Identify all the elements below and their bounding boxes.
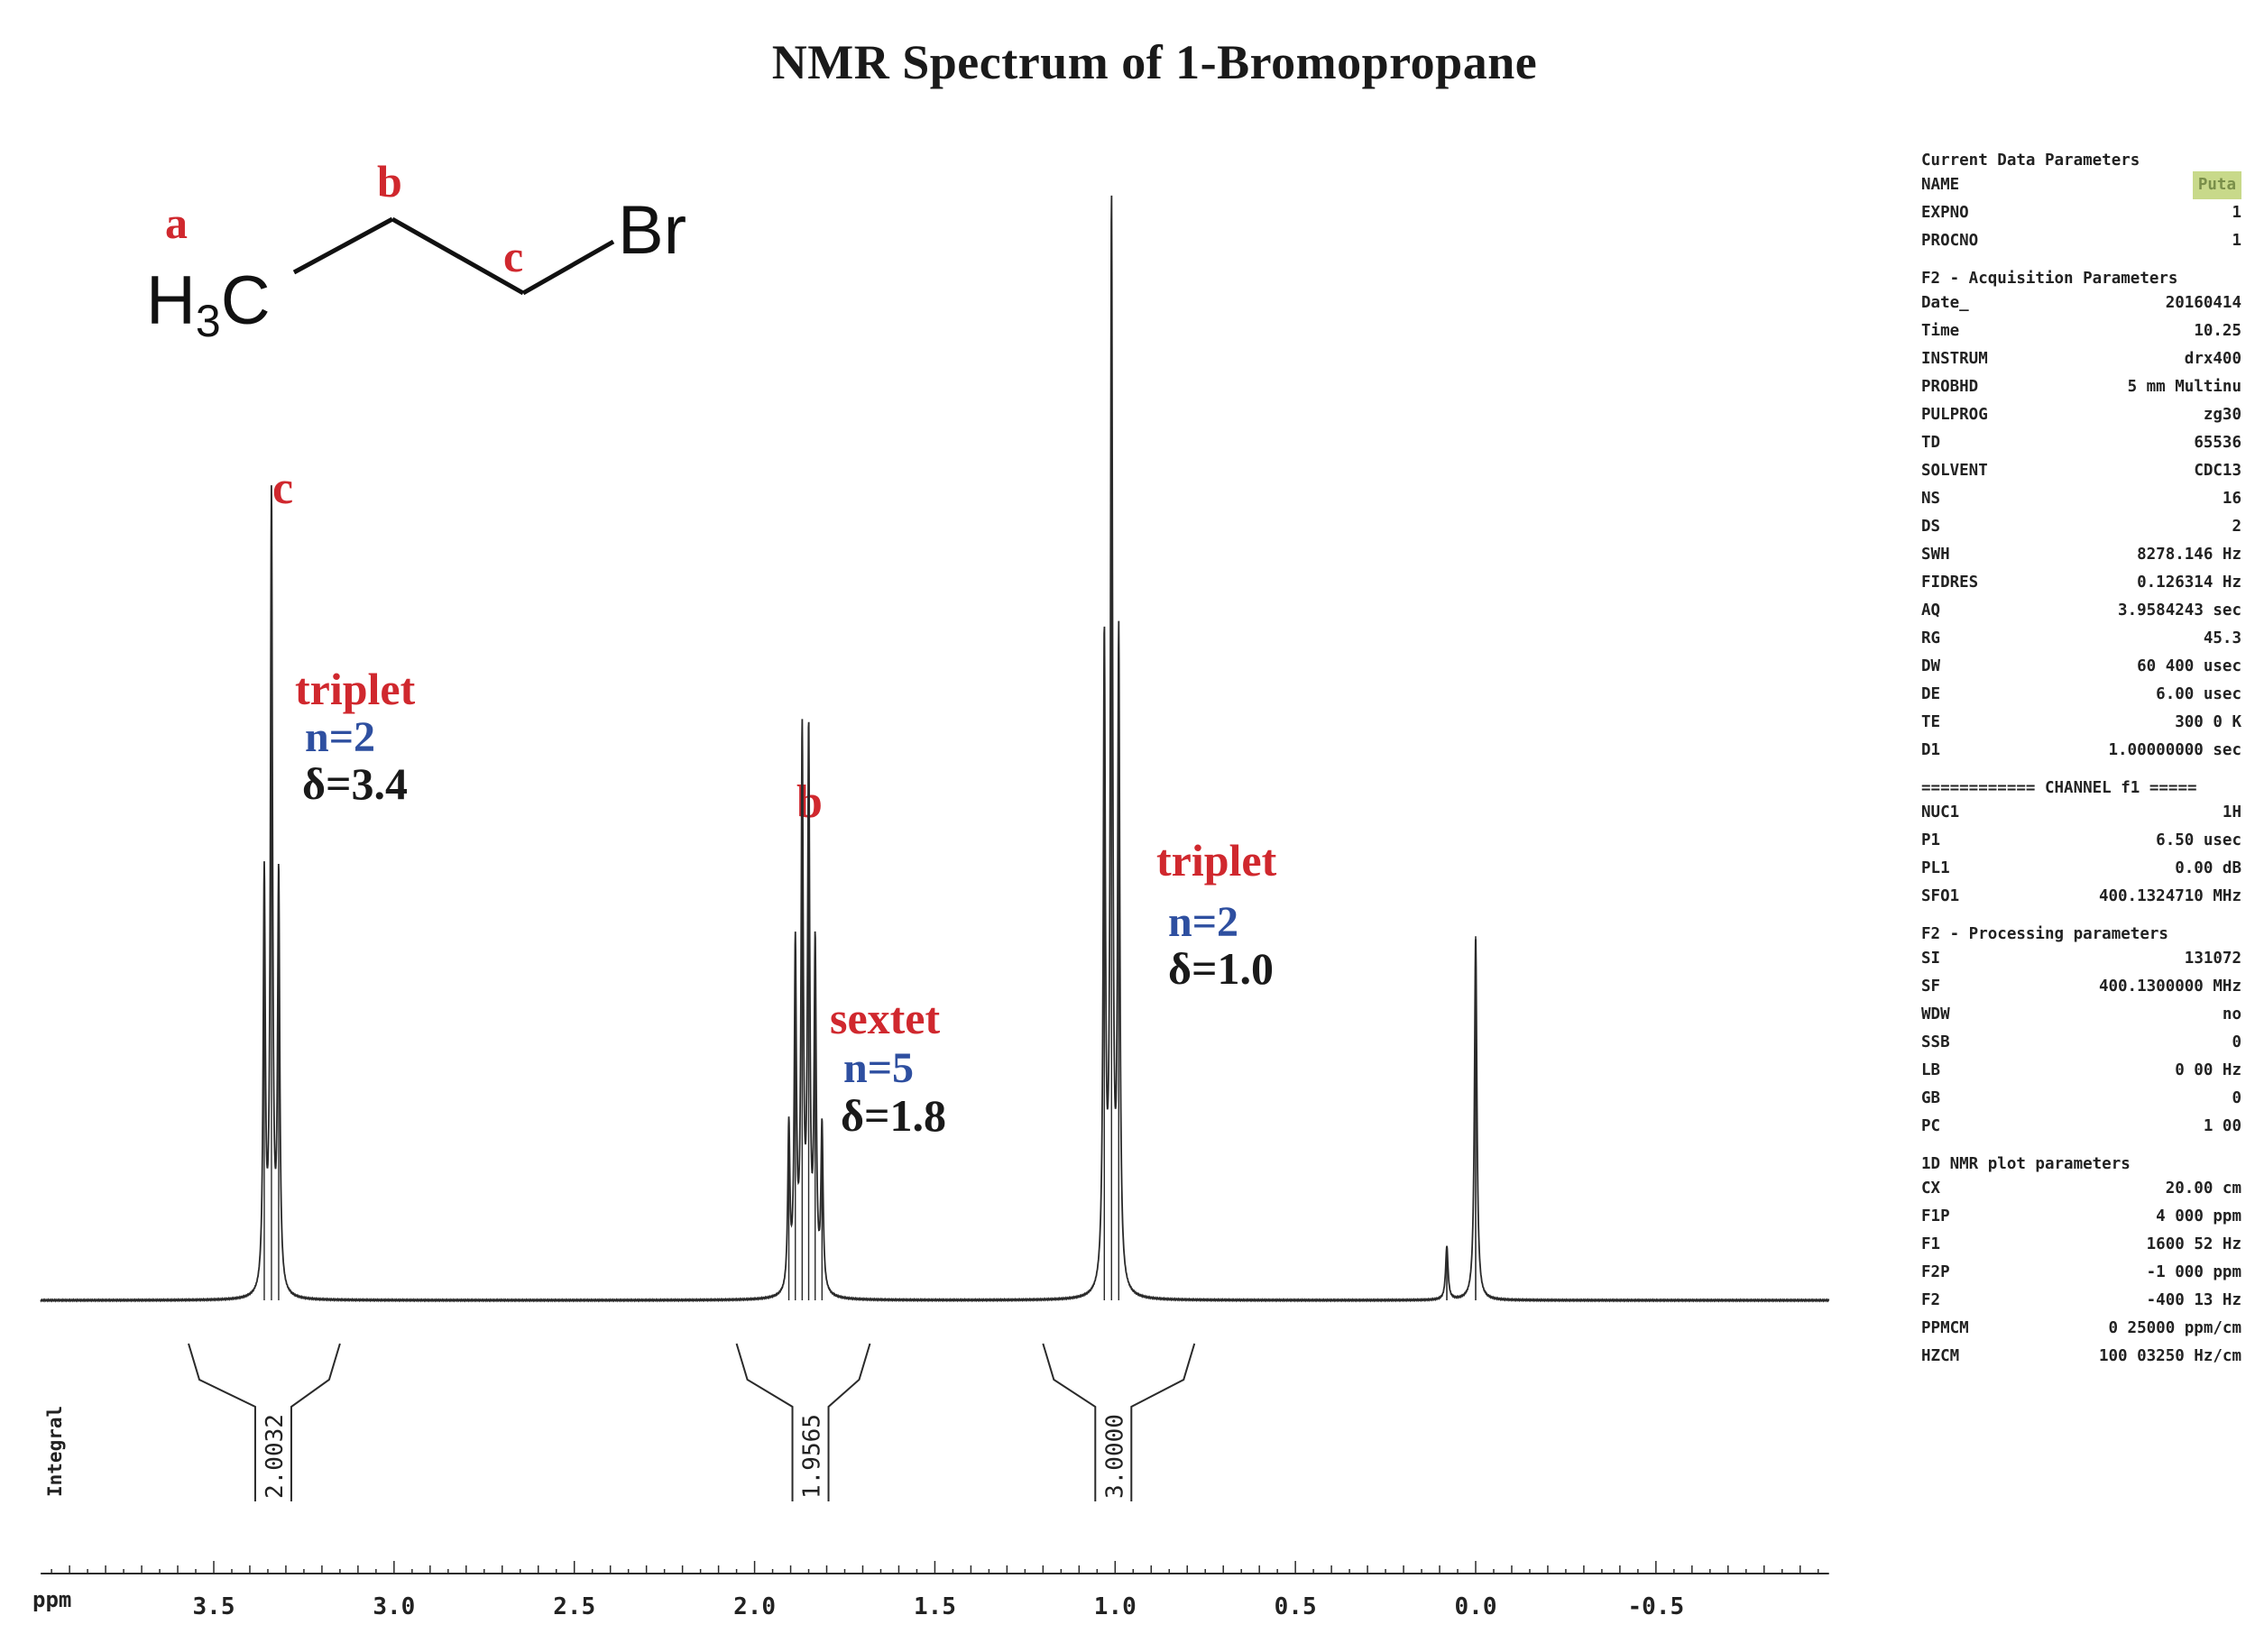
- parameter-listing: Current Data Parameters NAME Puta EXPNO 1 …: [1921, 151, 2241, 1385]
- integral-value-2: 3.0000: [1101, 1414, 1128, 1499]
- x-tick-label: 1.0: [1094, 1593, 1137, 1620]
- param-row: F1P 4 000 ppm: [1921, 1207, 2241, 1225]
- param-row: SWH 8278.146 Hz: [1921, 546, 2241, 564]
- integral-value-1: 1.9565: [799, 1414, 826, 1499]
- bromine-atom-label: Br: [618, 192, 686, 269]
- processing-heading: F2 - Processing parameters: [1921, 925, 2168, 943]
- param-row: NUC1 1H: [1921, 803, 2241, 821]
- integral-bracket-1: [735, 1343, 871, 1501]
- carbon-label-b: b: [377, 156, 402, 206]
- param-row: Date_ 20160414: [1921, 294, 2241, 312]
- peak-a-shift: δ=1.0: [1168, 943, 1274, 994]
- param-row: TD 65536: [1921, 434, 2241, 452]
- peak-b-shift: δ=1.8: [841, 1090, 946, 1141]
- param-row: FIDRES 0.126314 Hz: [1921, 574, 2241, 592]
- param-row: SFO1 400.1324710 MHz: [1921, 887, 2241, 905]
- peak-c-label: c: [272, 463, 294, 514]
- methyl-group-label: H3C: [146, 262, 271, 346]
- param-row: SOLVENT CDC13: [1921, 462, 2241, 480]
- plot-parameters: 1D NMR plot parameters CX 20.00 cm F1P 4 00…: [1921, 1155, 2241, 1371]
- x-tick-label: 3.5: [193, 1593, 235, 1620]
- param-row: PROCNO 1: [1921, 232, 2241, 250]
- x-tick-label: 0.0: [1455, 1593, 1497, 1620]
- peak-c-shift: δ=3.4: [302, 758, 408, 809]
- carbon-label-c: c: [503, 231, 524, 281]
- param-row: WDW no: [1921, 1005, 2241, 1023]
- param-row: PC 1 00: [1921, 1117, 2241, 1135]
- plot-heading: 1D NMR plot parameters: [1921, 1155, 2131, 1173]
- current-parameters-heading: Current Data Parameters: [1921, 151, 2140, 170]
- param-row: PROBHD 5 mm Multinu: [1921, 378, 2241, 396]
- param-row: D1 1.00000000 sec: [1921, 741, 2241, 759]
- spectrum-peaks: [263, 229, 1477, 1300]
- param-row: P1 6.50 usec: [1921, 831, 2241, 849]
- peak-a-n: n=2: [1168, 898, 1239, 946]
- param-row: CX 20.00 cm: [1921, 1179, 2241, 1198]
- param-row: DW 60 400 usec: [1921, 657, 2241, 675]
- param-row: GB 0: [1921, 1089, 2241, 1107]
- carbon-label-a: a: [165, 197, 188, 248]
- param-row: DE 6.00 usec: [1921, 685, 2241, 703]
- peak-c-multiplicity: triplet: [295, 664, 416, 714]
- param-row: EXPNO 1: [1921, 204, 2241, 222]
- param-row: F1 1600 52 Hz: [1921, 1235, 2241, 1253]
- x-tick-label: 1.5: [914, 1593, 956, 1620]
- param-row: SSB 0: [1921, 1033, 2241, 1051]
- param-row: HZCM 100 03250 Hz/cm: [1921, 1347, 2241, 1365]
- param-row: Time 10.25: [1921, 322, 2241, 340]
- param-row: DS 2: [1921, 518, 2241, 536]
- x-axis-label: ppm: [32, 1587, 71, 1612]
- param-row: SI 131072: [1921, 950, 2241, 968]
- integral-bracket-0: [188, 1343, 341, 1501]
- channel-heading: ============ CHANNEL f1 =====: [1921, 779, 2197, 797]
- x-tick-label: 0.5: [1275, 1593, 1317, 1620]
- param-row: AQ 3.9584243 sec: [1921, 601, 2241, 620]
- ppm-axis: 3.5 3.0 2.5 2.0 1.5 1.0 0.5 0.0 -0.5: [41, 1561, 1829, 1620]
- param-row: LB 0 00 Hz: [1921, 1061, 2241, 1079]
- x-tick-label: 2.5: [553, 1593, 595, 1620]
- param-row: SF 400.1300000 MHz: [1921, 977, 2241, 996]
- peak-b-n: n=5: [843, 1044, 915, 1092]
- acquisition-parameters: F2 - Acquisition Parameters Date_ 2016041…: [1921, 270, 2241, 765]
- spectrum-baseline: [40, 195, 1830, 1303]
- param-row: F2P -1 000 ppm: [1921, 1263, 2241, 1281]
- integral-value-0: 2.0032: [262, 1414, 289, 1499]
- current-data-parameters: Current Data Parameters NAME Puta EXPNO 1 …: [1921, 151, 2241, 255]
- channel-parameters: ============ CHANNEL f1 ===== NUC1 1H P1 6.…: [1921, 779, 2241, 911]
- x-tick-label: 2.0: [733, 1593, 776, 1620]
- param-row: PULPROG zg30: [1921, 406, 2241, 424]
- integral-bracket-2: [1042, 1343, 1196, 1501]
- integral-brackets: 2.0032 1.9565 3.0000: [188, 1343, 1196, 1501]
- x-tick-label: 3.0: [373, 1593, 415, 1620]
- peak-b-multiplicity: sextet: [830, 993, 941, 1043]
- peak-c-n: n=2: [305, 713, 376, 761]
- peak-a-multiplicity: triplet: [1156, 835, 1277, 886]
- processing-parameters: F2 - Processing parameters SI 131072 SF 400…: [1921, 925, 2241, 1141]
- param-row: NS 16: [1921, 490, 2241, 508]
- param-row: INSTRUM drx400: [1921, 350, 2241, 368]
- param-row: NAME Puta: [1921, 171, 2241, 199]
- x-tick-label: -0.5: [1628, 1593, 1685, 1620]
- acquisition-heading: F2 - Acquisition Parameters: [1921, 270, 2178, 288]
- param-row: TE 300 0 K: [1921, 713, 2241, 731]
- chart-title: NMR Spectrum of 1-Bromopropane: [771, 35, 1538, 89]
- param-row: PL1 0.00 dB: [1921, 859, 2241, 877]
- param-row: RG 45.3: [1921, 629, 2241, 647]
- param-row: F2 -400 13 Hz: [1921, 1291, 2241, 1309]
- integral-axis-label: Integral: [44, 1406, 66, 1497]
- param-row: PPMCM 0 25000 ppm/cm: [1921, 1319, 2241, 1337]
- spectrum-trace: [40, 195, 1830, 1303]
